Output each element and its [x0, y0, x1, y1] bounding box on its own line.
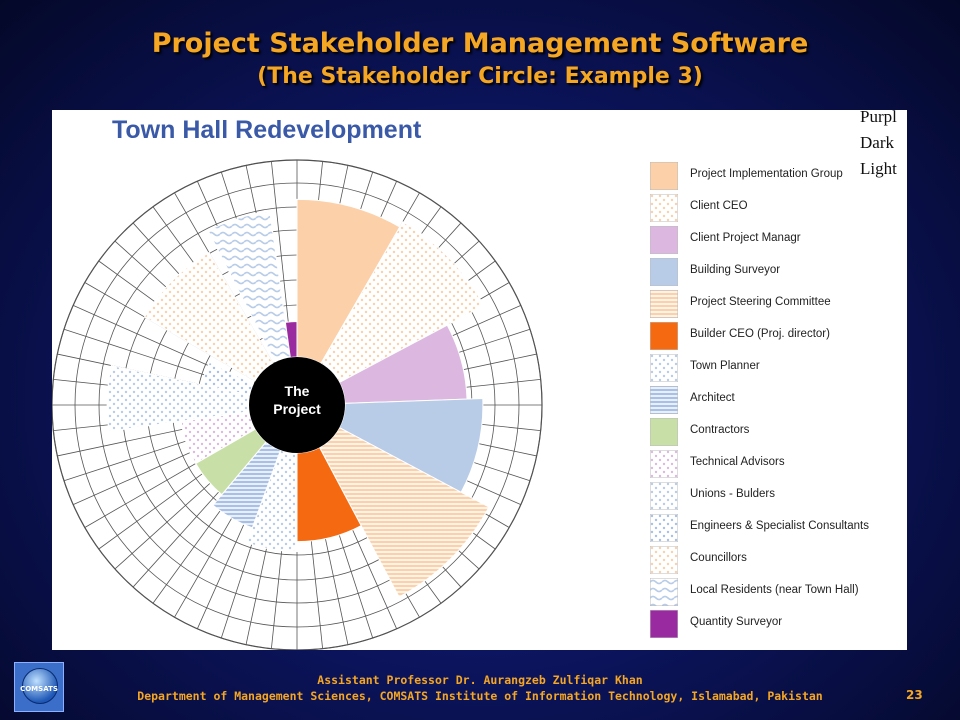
stakeholder-wheel: The Project: [52, 159, 543, 650]
legend-label: Councillors: [690, 552, 747, 564]
legend-item: Client CEO: [650, 194, 907, 222]
legend-item: Local Residents (near Town Hall): [650, 578, 907, 606]
footer: Assistant Professor Dr. Aurangzeb Zulfiq…: [0, 672, 960, 704]
legend-label: Quantity Surveyor: [690, 616, 783, 628]
legend-swatch: [650, 386, 678, 414]
legend-item: Councillors: [650, 546, 907, 574]
corner-text-line: Light: [860, 159, 897, 178]
legend-label: Client CEO: [690, 200, 748, 212]
figure-title: Town Hall Redevelopment: [112, 116, 422, 144]
legend-label: Project Steering Committee: [690, 296, 831, 308]
legend-item: Builder CEO (Proj. director): [650, 322, 907, 350]
legend-item: Project Steering Committee: [650, 290, 907, 318]
corner-text: Purpl Dark Light: [860, 110, 897, 182]
globe-icon: [22, 668, 58, 704]
legend-swatch: [650, 290, 678, 318]
legend-swatch: [650, 322, 678, 350]
legend-item: Town Planner: [650, 354, 907, 382]
stakeholder-circle-figure: Town Hall Redevelopment Purpl Dark Light…: [52, 110, 907, 650]
legend-swatch: [650, 546, 678, 574]
legend-swatch: [650, 482, 678, 510]
legend-label: Unions - Bulders: [690, 488, 776, 500]
legend-item: Engineers & Specialist Consultants: [650, 514, 907, 542]
legend-label: Engineers & Specialist Consultants: [690, 520, 869, 532]
legend-swatch: [650, 514, 678, 542]
legend-swatch: [650, 610, 678, 638]
logo-text: COMSATS: [20, 685, 58, 693]
legend-label: Town Planner: [690, 360, 760, 372]
slide-subtitle: (The Stakeholder Circle: Example 3): [257, 64, 703, 89]
legend-label: Technical Advisors: [690, 456, 785, 468]
legend-item: Project Implementation Group: [650, 162, 907, 190]
footer-author: Assistant Professor Dr. Aurangzeb Zulfiq…: [317, 673, 643, 687]
corner-text-line: Dark: [860, 133, 894, 152]
legend-swatch: [650, 194, 678, 222]
corner-text-line: Purpl: [860, 110, 897, 126]
legend-swatch: [650, 162, 678, 190]
legend-swatch: [650, 354, 678, 382]
legend-item: Architect: [650, 386, 907, 414]
page-number: 23: [906, 688, 923, 702]
legend-label: Architect: [690, 392, 735, 404]
legend-swatch: [650, 450, 678, 478]
comsats-logo: COMSATS: [14, 662, 64, 712]
legend-item: Unions - Bulders: [650, 482, 907, 510]
legend-label: Project Implementation Group: [690, 168, 843, 180]
legend-label: Client Project Managr: [690, 232, 801, 244]
center-label-line2: Project: [273, 401, 321, 417]
center-hub: [249, 357, 345, 453]
footer-affiliation: Department of Management Sciences, COMSA…: [137, 689, 823, 703]
center-label-line1: The: [285, 383, 310, 399]
legend-label: Contractors: [690, 424, 750, 436]
legend-item: Contractors: [650, 418, 907, 446]
legend-item: Quantity Surveyor: [650, 610, 907, 638]
legend-label: Builder CEO (Proj. director): [690, 328, 830, 340]
legend-swatch: [650, 226, 678, 254]
legend-swatch: [650, 418, 678, 446]
legend-label: Local Residents (near Town Hall): [690, 584, 859, 596]
legend-item: Technical Advisors: [650, 450, 907, 478]
legend-label: Building Surveyor: [690, 264, 781, 276]
legend-swatch: [650, 258, 678, 286]
legend-item: Building Surveyor: [650, 258, 907, 286]
slide-title: Project Stakeholder Management Software: [151, 28, 809, 59]
legend-item: Client Project Managr: [650, 226, 907, 254]
legend-swatch: [650, 578, 678, 606]
